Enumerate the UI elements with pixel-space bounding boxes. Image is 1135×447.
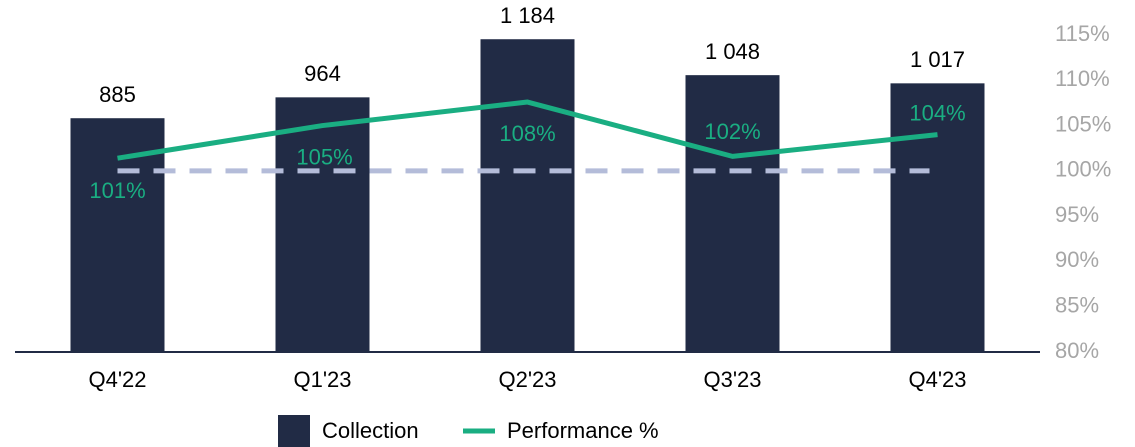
- y2-tick-label: 100%: [1055, 157, 1111, 182]
- bar-value-label: 964: [304, 61, 341, 86]
- bar: [275, 97, 370, 353]
- bar-value-label: 1 184: [500, 3, 555, 28]
- legend-label: Performance %: [507, 418, 659, 443]
- line-value-label: 105%: [296, 144, 352, 169]
- y2-tick-label: 95%: [1055, 202, 1099, 227]
- bar: [890, 83, 985, 352]
- y2-tick-label: 110%: [1055, 66, 1110, 91]
- bar-value-label: 885: [99, 82, 136, 107]
- x-tick-label: Q3'23: [703, 367, 761, 392]
- line-value-label: 108%: [499, 121, 555, 146]
- x-tick-label: Q4'22: [88, 367, 146, 392]
- legend-swatch: [278, 415, 310, 447]
- legend-label: Collection: [322, 418, 419, 443]
- y2-tick-label: 90%: [1055, 247, 1099, 272]
- y2-tick-label: 80%: [1055, 338, 1099, 363]
- line-value-label: 102%: [704, 119, 760, 144]
- performance-line: [117, 99, 938, 161]
- line-value-label: 101%: [89, 178, 145, 203]
- bar: [480, 39, 575, 353]
- x-tick-label: Q4'23: [908, 367, 966, 392]
- x-tick-label: Q2'23: [498, 367, 556, 392]
- y2-tick-label: 115%: [1055, 21, 1110, 46]
- y2-tick-label: 105%: [1055, 111, 1111, 136]
- x-tick-label: Q1'23: [293, 367, 351, 392]
- bar: [685, 75, 780, 353]
- bar-value-label: 1 048: [705, 39, 760, 64]
- line-value-label: 104%: [909, 100, 965, 125]
- y2-tick-label: 85%: [1055, 293, 1099, 318]
- bar-value-label: 1 017: [910, 47, 965, 72]
